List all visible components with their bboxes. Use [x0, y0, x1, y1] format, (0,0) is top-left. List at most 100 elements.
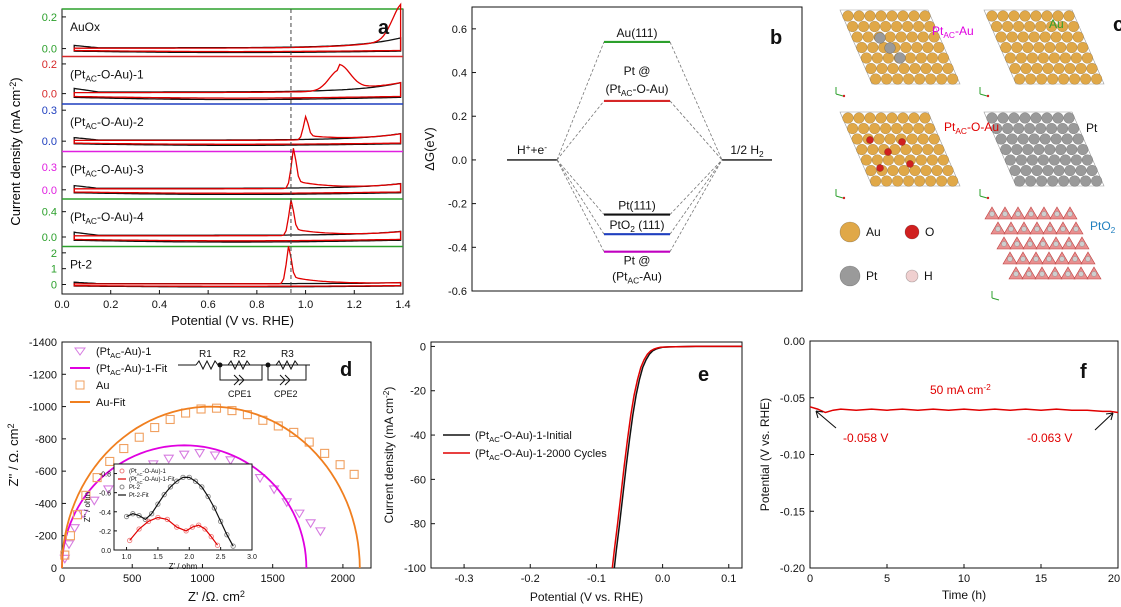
atom [865, 164, 877, 177]
atom [1046, 73, 1059, 85]
atom [1035, 73, 1048, 85]
structure-label-part: 2 [1111, 225, 1116, 235]
data-point-square [335, 460, 345, 470]
atom [937, 52, 950, 64]
atom [928, 31, 940, 43]
legend-label-part: Au [96, 380, 109, 392]
atom [913, 175, 926, 187]
atom [906, 133, 918, 145]
reference-label-left-part: H [517, 143, 526, 157]
atom [997, 112, 1009, 124]
y-tick-label: 0.0 [42, 232, 57, 244]
level-label-part: Pt @ [624, 64, 651, 78]
atom [900, 41, 912, 54]
atom [864, 10, 876, 22]
atom [922, 143, 934, 156]
atom [851, 133, 863, 145]
atom-pt [1020, 256, 1026, 262]
x-axis-label: Potential (V vs. RHE) [530, 590, 643, 604]
level-label-part: (111) [635, 218, 665, 232]
atom [871, 154, 884, 166]
plot-frame [430, 341, 743, 569]
atom [1013, 175, 1026, 187]
atom [919, 10, 931, 22]
structure-label-part: Au [1049, 17, 1064, 31]
y-tick-label: 1 [51, 264, 57, 276]
potential-curve [809, 406, 1119, 414]
reference-label-left-part: + [526, 142, 531, 152]
resistor-r2 [227, 359, 251, 371]
level-label: PtO2 (111) [610, 218, 665, 234]
y-axis-label-part: -2 [381, 390, 391, 398]
x-axis-label-part: Z' /Ω. cm [188, 589, 240, 604]
atom [1011, 143, 1023, 156]
atom [937, 154, 950, 166]
atom [909, 62, 921, 75]
atom [1053, 62, 1065, 75]
data-point-triangle [254, 474, 266, 484]
data-point-square [227, 406, 237, 416]
atom [1081, 154, 1094, 166]
panel-letter-d: d [340, 359, 352, 381]
atom [1086, 164, 1098, 177]
x-tick-label: 2000 [331, 573, 355, 585]
level-label-part: Pt(111) [618, 199, 656, 213]
subplot-label: AuOx [70, 20, 100, 34]
atom [915, 154, 928, 166]
atom [935, 175, 948, 187]
atom [915, 52, 928, 64]
atom [1057, 175, 1070, 187]
atom [879, 122, 892, 135]
data-point-square [289, 427, 299, 437]
atom [900, 143, 912, 156]
inset-data-point [148, 511, 155, 517]
y-tick-label: -60 [410, 474, 426, 486]
data-point-triangle [77, 509, 89, 519]
atom [1067, 20, 1080, 33]
atom [893, 154, 906, 166]
cv-curve-test [73, 199, 402, 242]
atom [1015, 52, 1028, 64]
reference-label-left: H++e- [517, 142, 547, 157]
inset-data-point [174, 524, 180, 530]
atom [1001, 20, 1014, 33]
x-tick-label: 0.8 [249, 299, 264, 311]
y-tick-label: -40 [410, 430, 426, 442]
y-axis-label: Z'' / Ω. cm2 [6, 423, 21, 486]
atom [1034, 20, 1047, 33]
data-point-square [211, 403, 222, 413]
data-point-square [81, 490, 91, 500]
atom [1052, 112, 1064, 124]
circuit-wire [219, 365, 263, 381]
atom [876, 62, 888, 75]
atom [1053, 164, 1065, 177]
atom [1079, 175, 1092, 187]
inset-legend-label-part: Pt-2 [129, 485, 141, 491]
subplot-label-part: (Pt [70, 115, 86, 129]
resistor-r3 [275, 359, 299, 371]
y-tick-label: -200 [35, 531, 57, 543]
x-tick-label: -0.2 [521, 573, 540, 585]
y-axis-label-part: Current density (mA cm [8, 90, 23, 226]
inset-data-point [161, 491, 167, 498]
atom [928, 133, 940, 145]
subplot-label-part: -O-Au)-1 [97, 68, 144, 82]
x-axis-label: Time (h) [942, 588, 986, 602]
inset-legend-label-part: AC [137, 472, 143, 477]
structure-label-part: Pt [932, 24, 944, 38]
atom [1050, 31, 1062, 43]
y-tick-label: 0.2 [42, 12, 57, 24]
data-point-triangle [163, 454, 175, 464]
atom [946, 175, 959, 187]
atom-o [884, 148, 892, 156]
atom [1057, 73, 1070, 85]
atom [1006, 133, 1018, 145]
atom [1037, 52, 1050, 64]
legend-label-part: Au-Fit [96, 397, 125, 409]
atom [997, 10, 1009, 22]
y-tick-label: -100 [404, 563, 426, 575]
atom [1009, 164, 1021, 177]
subplot-label-part: AC [85, 169, 97, 179]
inset-legend-marker [119, 484, 125, 490]
